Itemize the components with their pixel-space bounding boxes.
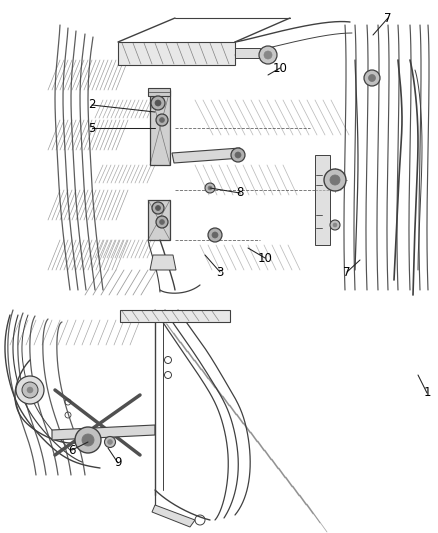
Circle shape bbox=[155, 206, 160, 211]
Text: 10: 10 bbox=[272, 61, 287, 75]
Text: 10: 10 bbox=[258, 252, 272, 264]
Circle shape bbox=[330, 175, 340, 185]
Circle shape bbox=[156, 114, 168, 126]
Circle shape bbox=[264, 51, 272, 59]
Circle shape bbox=[155, 100, 161, 106]
Polygon shape bbox=[150, 255, 176, 270]
Text: 3: 3 bbox=[216, 265, 224, 279]
Circle shape bbox=[107, 440, 113, 445]
Circle shape bbox=[151, 96, 165, 110]
Text: 1: 1 bbox=[423, 386, 431, 400]
Polygon shape bbox=[152, 505, 195, 527]
Polygon shape bbox=[235, 48, 260, 58]
Circle shape bbox=[105, 437, 116, 448]
Circle shape bbox=[159, 117, 165, 123]
Text: 7: 7 bbox=[343, 265, 351, 279]
Circle shape bbox=[208, 228, 222, 242]
Circle shape bbox=[259, 46, 277, 64]
Circle shape bbox=[156, 216, 168, 228]
Circle shape bbox=[324, 169, 346, 191]
Circle shape bbox=[205, 183, 215, 193]
Circle shape bbox=[27, 387, 33, 393]
Circle shape bbox=[208, 186, 212, 190]
Polygon shape bbox=[172, 148, 242, 163]
Text: 2: 2 bbox=[88, 99, 96, 111]
Circle shape bbox=[75, 427, 101, 453]
Circle shape bbox=[330, 220, 340, 230]
Circle shape bbox=[368, 75, 375, 82]
Circle shape bbox=[333, 223, 337, 227]
Text: 7: 7 bbox=[384, 12, 392, 25]
Polygon shape bbox=[315, 155, 330, 245]
Circle shape bbox=[231, 148, 245, 162]
Circle shape bbox=[364, 70, 380, 86]
Circle shape bbox=[82, 434, 94, 446]
Polygon shape bbox=[52, 425, 155, 440]
Circle shape bbox=[16, 376, 44, 404]
Polygon shape bbox=[148, 200, 170, 240]
Text: 6: 6 bbox=[68, 443, 76, 456]
Polygon shape bbox=[150, 90, 170, 165]
Polygon shape bbox=[118, 42, 235, 65]
Circle shape bbox=[152, 202, 164, 214]
Polygon shape bbox=[120, 310, 230, 322]
Circle shape bbox=[22, 382, 38, 398]
Polygon shape bbox=[148, 88, 170, 96]
Circle shape bbox=[235, 152, 241, 158]
Circle shape bbox=[212, 232, 218, 238]
Text: 9: 9 bbox=[114, 456, 122, 470]
Text: 8: 8 bbox=[237, 187, 244, 199]
Circle shape bbox=[159, 220, 165, 224]
Text: 5: 5 bbox=[88, 122, 95, 134]
